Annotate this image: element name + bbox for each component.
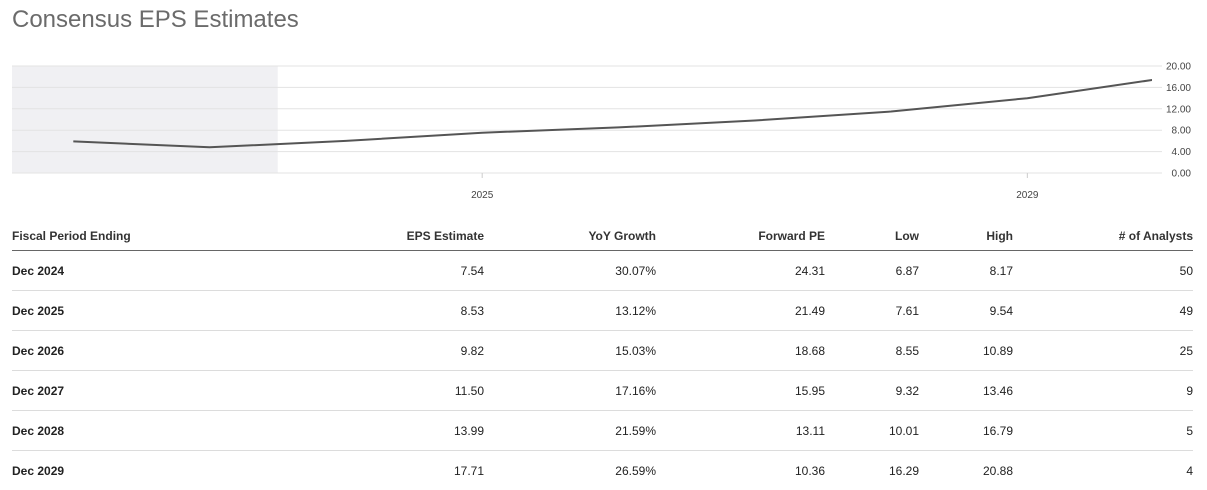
y-tick-label: 16.00 — [1166, 83, 1191, 94]
table-header-row: Fiscal Period Ending EPS Estimate YoY Gr… — [12, 222, 1193, 251]
table-row: Dec 2024 7.54 30.07% 24.31 6.87 8.17 50 — [12, 251, 1193, 291]
cell-low: 6.87 — [825, 251, 919, 291]
header-yoy-growth[interactable]: YoY Growth — [484, 222, 656, 251]
cell-analysts: 9 — [1013, 371, 1193, 411]
cell-low: 8.55 — [825, 331, 919, 371]
header-forward-pe[interactable]: Forward PE — [656, 222, 825, 251]
cell-low: 10.01 — [825, 411, 919, 451]
cell-high: 16.79 — [919, 411, 1013, 451]
page-title: Consensus EPS Estimates — [12, 6, 299, 34]
cell-yoy-growth: 30.07% — [484, 251, 656, 291]
cell-yoy-growth: 15.03% — [484, 331, 656, 371]
cell-low: 9.32 — [825, 371, 919, 411]
cell-high: 8.17 — [919, 251, 1013, 291]
cell-analysts: 50 — [1013, 251, 1193, 291]
cell-analysts: 25 — [1013, 331, 1193, 371]
cell-period: Dec 2025 — [12, 291, 212, 331]
cell-period: Dec 2028 — [12, 411, 212, 451]
cell-eps-estimate: 11.50 — [212, 371, 484, 411]
cell-low: 7.61 — [825, 291, 919, 331]
cell-period: Dec 2027 — [12, 371, 212, 411]
cell-period: Dec 2024 — [12, 251, 212, 291]
cell-analysts: 5 — [1013, 411, 1193, 451]
cell-yoy-growth: 17.16% — [484, 371, 656, 411]
header-low[interactable]: Low — [825, 222, 919, 251]
y-tick-label: 8.00 — [1172, 126, 1192, 137]
table-row: Dec 2028 13.99 21.59% 13.11 10.01 16.79 … — [12, 411, 1193, 451]
eps-estimates-table: Fiscal Period Ending EPS Estimate YoY Gr… — [12, 222, 1193, 490]
cell-eps-estimate: 17.71 — [212, 451, 484, 490]
cell-eps-estimate: 7.54 — [212, 251, 484, 291]
cell-high: 20.88 — [919, 451, 1013, 490]
cell-high: 10.89 — [919, 331, 1013, 371]
y-tick-label: 12.00 — [1166, 104, 1191, 115]
header-fiscal-period[interactable]: Fiscal Period Ending — [12, 222, 212, 251]
cell-eps-estimate: 13.99 — [212, 411, 484, 451]
cell-period: Dec 2026 — [12, 331, 212, 371]
header-eps-estimate[interactable]: EPS Estimate — [212, 222, 484, 251]
cell-analysts: 49 — [1013, 291, 1193, 331]
cell-high: 13.46 — [919, 371, 1013, 411]
cell-eps-estimate: 8.53 — [212, 291, 484, 331]
table-row: Dec 2029 17.71 26.59% 10.36 16.29 20.88 … — [12, 451, 1193, 490]
cell-eps-estimate: 9.82 — [212, 331, 484, 371]
header-analysts[interactable]: # of Analysts — [1013, 222, 1193, 251]
historical-shade — [12, 66, 278, 173]
cell-forward-pe: 24.31 — [656, 251, 825, 291]
cell-forward-pe: 13.11 — [656, 411, 825, 451]
y-tick-label: 0.00 — [1172, 169, 1192, 180]
x-tick-label: 2025 — [471, 190, 494, 201]
cell-analysts: 4 — [1013, 451, 1193, 490]
cell-yoy-growth: 26.59% — [484, 451, 656, 490]
y-tick-label: 4.00 — [1172, 147, 1192, 158]
table-row: Dec 2025 8.53 13.12% 21.49 7.61 9.54 49 — [12, 291, 1193, 331]
cell-high: 9.54 — [919, 291, 1013, 331]
x-tick-label: 2029 — [1016, 190, 1039, 201]
eps-line-chart: 0.00 4.00 8.00 12.00 16.00 20.00 2025 2029 — [0, 48, 1207, 208]
cell-low: 16.29 — [825, 451, 919, 490]
table-row: Dec 2026 9.82 15.03% 18.68 8.55 10.89 25 — [12, 331, 1193, 371]
cell-period: Dec 2029 — [12, 451, 212, 490]
cell-forward-pe: 10.36 — [656, 451, 825, 490]
cell-forward-pe: 18.68 — [656, 331, 825, 371]
cell-yoy-growth: 13.12% — [484, 291, 656, 331]
cell-yoy-growth: 21.59% — [484, 411, 656, 451]
cell-forward-pe: 21.49 — [656, 291, 825, 331]
table-row: Dec 2027 11.50 17.16% 15.95 9.32 13.46 9 — [12, 371, 1193, 411]
header-high[interactable]: High — [919, 222, 1013, 251]
y-tick-label: 20.00 — [1166, 62, 1191, 73]
cell-forward-pe: 15.95 — [656, 371, 825, 411]
